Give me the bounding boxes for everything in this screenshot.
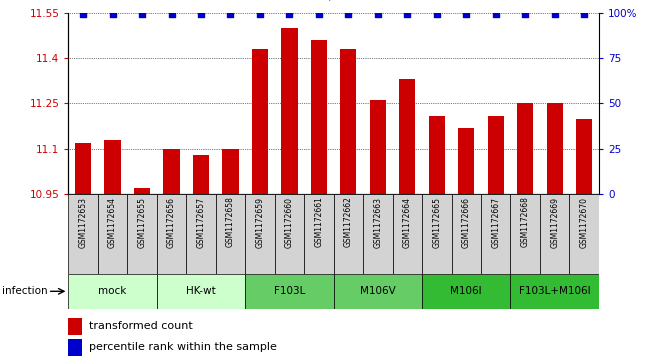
- Point: [78, 11, 89, 16]
- Point: [196, 11, 206, 16]
- Bar: [157, 274, 245, 309]
- Point: [255, 11, 265, 16]
- Point: [432, 11, 442, 16]
- Text: GSM1172660: GSM1172660: [285, 197, 294, 248]
- Text: F103L: F103L: [273, 286, 305, 296]
- Text: percentile rank within the sample: percentile rank within the sample: [89, 342, 277, 352]
- Bar: [304, 194, 333, 274]
- Text: mock: mock: [98, 286, 127, 296]
- Text: F103L+M106I: F103L+M106I: [519, 286, 590, 296]
- Bar: [68, 194, 98, 274]
- Bar: [429, 115, 445, 194]
- Bar: [275, 194, 304, 274]
- Point: [402, 11, 413, 16]
- Bar: [98, 194, 128, 274]
- Point: [107, 11, 118, 16]
- Bar: [281, 28, 298, 194]
- Bar: [576, 119, 592, 194]
- Bar: [252, 49, 268, 194]
- Point: [284, 11, 295, 16]
- Bar: [215, 194, 245, 274]
- Point: [461, 11, 471, 16]
- Bar: [334, 194, 363, 274]
- Text: GSM1172666: GSM1172666: [462, 197, 471, 248]
- Bar: [104, 140, 120, 194]
- Text: transformed count: transformed count: [89, 321, 192, 331]
- Point: [166, 11, 176, 16]
- Text: GSM1172668: GSM1172668: [521, 197, 530, 248]
- Text: GSM1172655: GSM1172655: [137, 197, 146, 248]
- Bar: [163, 149, 180, 194]
- Point: [137, 11, 147, 16]
- Point: [314, 11, 324, 16]
- Bar: [510, 194, 540, 274]
- Text: infection: infection: [2, 286, 48, 296]
- Text: GSM1172670: GSM1172670: [579, 197, 589, 248]
- Text: GSM1172661: GSM1172661: [314, 197, 324, 248]
- Text: HK-wt: HK-wt: [186, 286, 216, 296]
- Point: [372, 11, 383, 16]
- Bar: [68, 274, 157, 309]
- Text: GSM1172658: GSM1172658: [226, 197, 235, 248]
- Text: GSM1172664: GSM1172664: [403, 197, 412, 248]
- Text: GSM1172669: GSM1172669: [550, 197, 559, 248]
- Point: [579, 11, 589, 16]
- Bar: [75, 143, 91, 194]
- Bar: [340, 49, 357, 194]
- Bar: [68, 339, 81, 356]
- Text: GSM1172657: GSM1172657: [197, 197, 206, 248]
- Bar: [517, 103, 533, 194]
- Point: [520, 11, 531, 16]
- Text: GSM1172667: GSM1172667: [492, 197, 500, 248]
- Bar: [128, 194, 157, 274]
- Text: M106V: M106V: [360, 286, 396, 296]
- Bar: [370, 101, 386, 194]
- Bar: [547, 103, 563, 194]
- Text: GDS4998 / 10513878: GDS4998 / 10513878: [259, 0, 408, 2]
- Bar: [193, 155, 209, 194]
- Bar: [311, 40, 327, 194]
- Bar: [458, 128, 475, 194]
- Bar: [68, 318, 81, 335]
- Bar: [452, 194, 481, 274]
- Text: M106I: M106I: [450, 286, 482, 296]
- Point: [225, 11, 236, 16]
- Point: [343, 11, 353, 16]
- Bar: [186, 194, 215, 274]
- Bar: [245, 274, 334, 309]
- Bar: [399, 79, 415, 194]
- Bar: [422, 274, 510, 309]
- Bar: [570, 194, 599, 274]
- Bar: [363, 194, 393, 274]
- Bar: [157, 194, 186, 274]
- Bar: [540, 194, 570, 274]
- Bar: [134, 188, 150, 194]
- Bar: [422, 194, 452, 274]
- Bar: [334, 274, 422, 309]
- Bar: [488, 115, 504, 194]
- Bar: [393, 194, 422, 274]
- Bar: [223, 149, 238, 194]
- Text: GSM1172656: GSM1172656: [167, 197, 176, 248]
- Text: GSM1172663: GSM1172663: [374, 197, 382, 248]
- Text: GSM1172665: GSM1172665: [432, 197, 441, 248]
- Bar: [245, 194, 275, 274]
- Point: [491, 11, 501, 16]
- Bar: [481, 194, 510, 274]
- Bar: [510, 274, 599, 309]
- Point: [549, 11, 560, 16]
- Text: GSM1172662: GSM1172662: [344, 197, 353, 248]
- Text: GSM1172653: GSM1172653: [79, 197, 88, 248]
- Text: GSM1172654: GSM1172654: [108, 197, 117, 248]
- Text: GSM1172659: GSM1172659: [255, 197, 264, 248]
